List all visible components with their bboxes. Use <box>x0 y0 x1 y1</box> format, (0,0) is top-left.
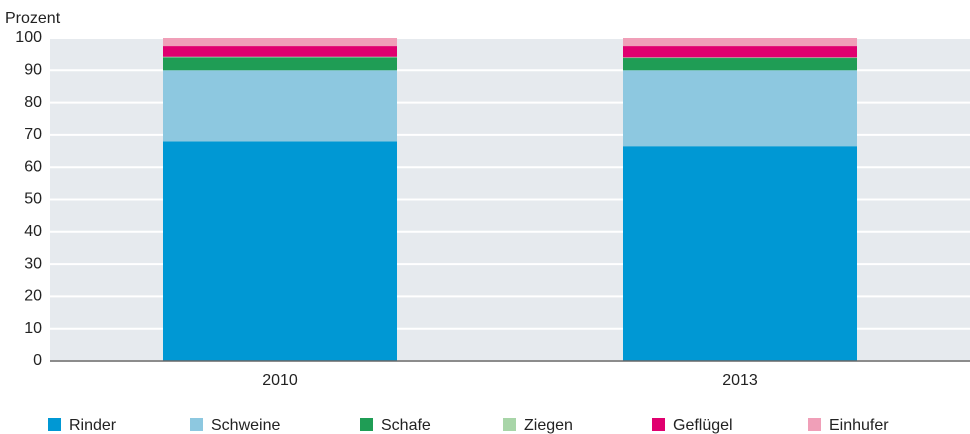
y-tick-label: 80 <box>24 94 42 111</box>
bar-segment <box>163 141 397 361</box>
legend-swatch <box>503 418 516 431</box>
y-tick-label: 0 <box>33 352 42 369</box>
bar-segment <box>623 146 857 361</box>
legend-label: Schafe <box>381 417 431 434</box>
y-tick-label: 30 <box>24 255 42 272</box>
y-axis-label: Prozent <box>5 10 61 27</box>
y-tick-label: 10 <box>24 320 42 337</box>
legend-swatch <box>190 418 203 431</box>
bar-segment <box>623 57 857 59</box>
bar-segment <box>163 56 397 58</box>
bar-segment <box>163 38 397 47</box>
legend-label: Rinder <box>69 417 117 434</box>
bar-segment <box>163 46 397 57</box>
legend-label: Einhufer <box>829 417 889 434</box>
y-tick-label: 20 <box>24 288 42 305</box>
y-tick-label: 50 <box>24 191 42 208</box>
y-tick-label: 40 <box>24 223 42 240</box>
y-tick-label: 60 <box>24 158 42 175</box>
legend-swatch <box>48 418 61 431</box>
x-tick-label: 2013 <box>722 372 758 389</box>
legend-swatch <box>360 418 373 431</box>
y-tick-label: 70 <box>24 126 42 143</box>
x-tick-label: 2010 <box>262 372 298 389</box>
bar-segment <box>623 70 857 147</box>
legend-swatch <box>652 418 665 431</box>
bar-segment <box>163 70 397 142</box>
bar-segment <box>623 38 857 47</box>
bar-segment <box>623 58 857 71</box>
legend-label: Geflügel <box>673 417 733 434</box>
y-tick-label: 90 <box>24 62 42 79</box>
legend-label: Ziegen <box>524 417 573 434</box>
y-tick-label: 100 <box>15 29 42 46</box>
bar-segment <box>623 46 857 58</box>
legend-swatch <box>808 418 821 431</box>
legend-label: Schweine <box>211 417 280 434</box>
bar-segment <box>163 57 397 71</box>
